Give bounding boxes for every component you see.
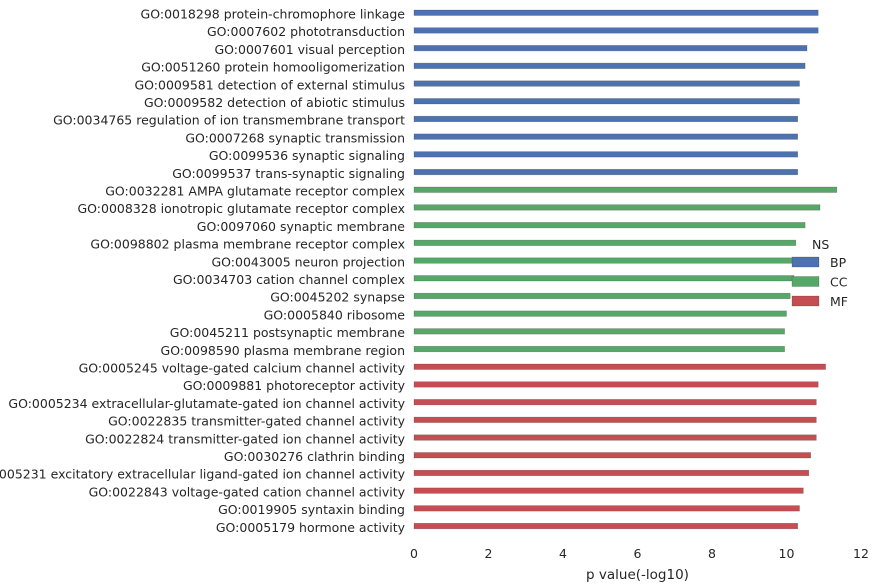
- x-tick-labels: 0 2 4 6 8 10 12: [410, 546, 869, 561]
- bar-29: [413, 505, 800, 512]
- category-label: GO:0018298 protein-chromophore linkage: [141, 7, 406, 22]
- bar-25: [413, 434, 817, 441]
- category-label: GO:0009881 photoreceptor activity: [183, 378, 406, 393]
- legend-swatch-cc: [791, 276, 820, 287]
- x-tick-label: 12: [853, 546, 869, 561]
- bar-3: [413, 45, 808, 52]
- bar-26: [413, 452, 812, 459]
- bar-19: [413, 328, 785, 335]
- bar-20: [413, 345, 785, 353]
- bar-23: [413, 399, 817, 406]
- x-axis-title: p value(-log10): [586, 567, 689, 583]
- category-label: GO:0022835 transmitter-gated channel act…: [108, 414, 405, 429]
- category-label: GO:0032281 AMPA glutamate receptor compl…: [105, 184, 405, 199]
- category-label: GO:0098590 plasma membrane region: [161, 343, 405, 358]
- category-label: GO:0043005 neuron projection: [211, 254, 405, 269]
- category-label: GO:0030276 clathrin binding: [224, 449, 405, 464]
- bar-8: [413, 133, 799, 140]
- category-label: GO:0008328 ionotropic glutamate receptor…: [78, 201, 406, 216]
- category-label: GO:0099537 trans-synaptic signaling: [172, 166, 405, 181]
- category-label: GO:0019905 syntaxin binding: [218, 502, 405, 517]
- category-label: GO:0051260 protein homooligomerization: [141, 60, 405, 75]
- bar-17: [413, 292, 791, 300]
- category-label: GO:0005840 ribosome: [264, 307, 406, 322]
- x-tick-label: 6: [634, 546, 642, 561]
- bar-16: [413, 275, 795, 282]
- bar-21: [413, 363, 826, 370]
- x-tick-label: 8: [708, 546, 716, 561]
- bar-14: [413, 239, 797, 246]
- legend-swatch-mf: [791, 295, 820, 307]
- bar-1: [413, 9, 819, 16]
- bar-2: [413, 27, 819, 34]
- bar-5: [413, 80, 800, 87]
- category-label: GO:0005234 extracellular-glutamate-gated…: [8, 396, 405, 411]
- category-label: GO:0098802 plasma membrane receptor comp…: [90, 237, 405, 252]
- category-label: GO:0097060 synaptic membrane: [197, 219, 406, 234]
- bar-22: [413, 381, 819, 388]
- category-label: GO:0045202 synapse: [270, 290, 405, 305]
- category-label: GO:0005231 excitatory extracellular liga…: [0, 467, 406, 482]
- x-tick-label: 0: [410, 546, 418, 561]
- bar-18: [413, 310, 787, 317]
- bar-15: [413, 257, 795, 264]
- category-label: GO:0009581 detection of external stimulu…: [135, 77, 406, 92]
- legend-title: NS: [812, 237, 829, 252]
- legend-label-cc: CC: [830, 275, 848, 290]
- category-label: GO:0022843 voltage-gated cation channel …: [89, 484, 406, 499]
- bar-6: [413, 98, 800, 105]
- category-label: GO:0034765 regulation of ion transmembra…: [53, 113, 405, 128]
- bar-30: [413, 522, 799, 530]
- category-label: GO:0045211 postsynaptic membrane: [170, 325, 406, 340]
- category-label: GO:0009582 detection of abiotic stimulus: [144, 95, 405, 110]
- bar-9: [413, 151, 799, 158]
- bar-27: [413, 469, 810, 477]
- category-labels: GO:0018298 protein-chromophore linkage GO…: [0, 7, 406, 535]
- legend-label-mf: MF: [830, 294, 848, 309]
- bar-7: [413, 115, 799, 122]
- bars-group: [413, 9, 838, 530]
- bar-12: [413, 204, 821, 211]
- legend-swatch-bp: [791, 256, 820, 268]
- x-tick-label: 2: [485, 546, 493, 561]
- category-label: GO:0007601 visual perception: [214, 42, 405, 57]
- bar-11: [413, 186, 838, 193]
- bar-13: [413, 222, 806, 229]
- legend: NS BP CC MF: [791, 237, 848, 309]
- category-label: GO:0005245 voltage-gated calcium channel…: [79, 361, 406, 376]
- category-label: GO:0034703 cation channel complex: [173, 272, 405, 287]
- category-label: GO:0022824 transmitter-gated ion channel…: [85, 431, 406, 446]
- category-label: GO:0005179 hormone activity: [216, 520, 406, 535]
- category-label: GO:0007268 synaptic transmission: [185, 130, 405, 145]
- category-label: GO:0099536 synaptic signaling: [209, 148, 405, 163]
- x-tick-label: 10: [779, 546, 795, 561]
- x-tick-label: 4: [559, 546, 567, 561]
- bar-4: [413, 62, 806, 69]
- category-label: GO:0007602 phototransduction: [207, 24, 405, 39]
- bar-10: [413, 169, 799, 176]
- bar-28: [413, 487, 804, 494]
- bar-24: [413, 416, 817, 423]
- legend-label-bp: BP: [830, 255, 847, 270]
